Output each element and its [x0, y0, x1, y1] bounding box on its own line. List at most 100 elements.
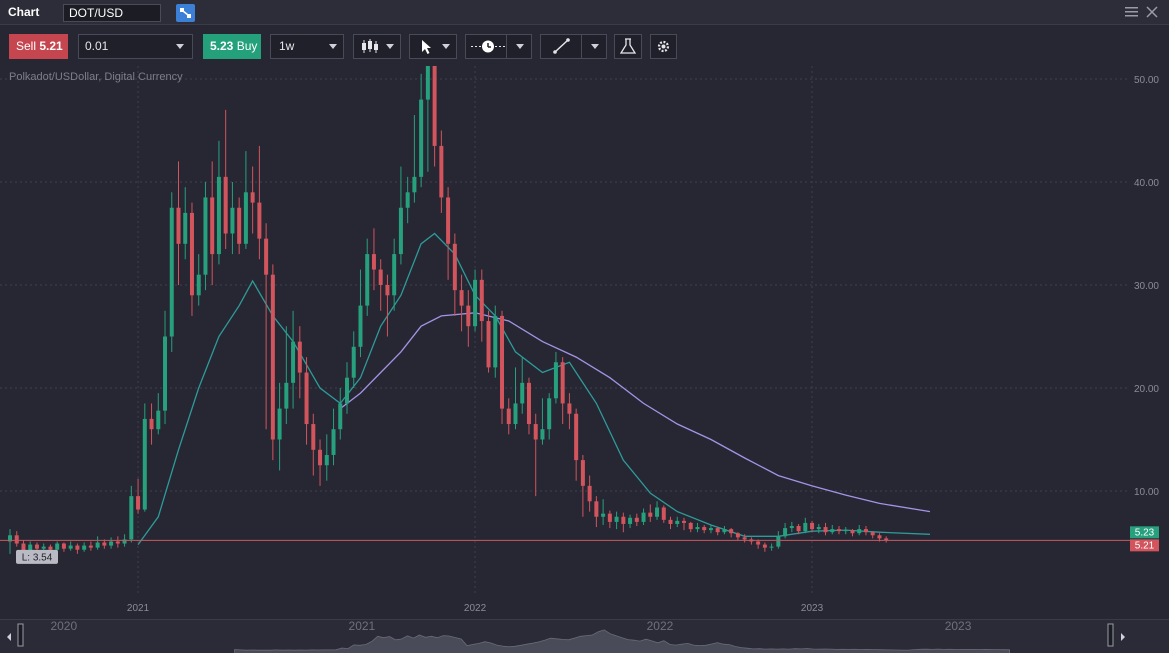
candle-body — [884, 538, 889, 541]
candle — [526, 377, 531, 435]
settings-button[interactable] — [650, 34, 677, 59]
candle-body — [810, 522, 815, 530]
clock-icon — [471, 40, 505, 53]
candle — [432, 42, 437, 167]
candle-body — [594, 501, 599, 517]
price-chart[interactable]: 10.00 20.00 30.00 40.00 50.00 2021 2022 2023 Po… — [0, 25, 1169, 619]
candle-body — [776, 536, 781, 547]
candle — [823, 522, 828, 536]
candle — [843, 527, 848, 535]
symbol-input[interactable] — [63, 4, 161, 22]
candle — [506, 398, 511, 435]
candle — [270, 264, 275, 461]
candle — [628, 514, 633, 529]
candle — [601, 499, 606, 525]
y-tick-label: 20.00 — [1134, 384, 1159, 395]
candle — [163, 310, 168, 425]
y-tick-label: 30.00 — [1134, 281, 1159, 292]
interval-select[interactable]: 1w — [270, 34, 344, 59]
candle-body — [446, 197, 451, 244]
candle — [681, 517, 686, 531]
candle-body — [55, 543, 60, 550]
candle — [405, 176, 410, 224]
candle — [358, 269, 363, 358]
time-tool-button[interactable] — [465, 34, 532, 59]
candle-body — [756, 541, 761, 545]
chart-type-button[interactable] — [353, 34, 401, 59]
candle-body — [641, 512, 646, 522]
candlestick-icon — [362, 39, 378, 53]
candle — [810, 520, 815, 533]
close-icon[interactable] — [1146, 6, 1158, 18]
x-tick-label: 2023 — [801, 603, 824, 614]
candle — [439, 130, 444, 213]
candle-body — [479, 279, 484, 322]
draw-tool-button[interactable] — [540, 34, 607, 59]
candle-body — [365, 254, 370, 306]
candle-body — [877, 535, 882, 539]
candle-body — [142, 418, 147, 510]
buy-button[interactable]: 5.23 Buy — [203, 34, 261, 59]
candle-body — [237, 207, 242, 244]
x-tick-label: 2022 — [464, 603, 487, 614]
quantity-value: 0.01 — [85, 39, 109, 53]
buy-price: 5.23 — [210, 39, 234, 53]
cursor-button[interactable] — [409, 34, 457, 59]
candle-body — [250, 192, 255, 203]
candle-body — [95, 542, 100, 548]
candle-body — [28, 544, 33, 551]
candle-body — [156, 410, 161, 430]
toolbar: Sell 5.21 0.01 5.23 Buy 1w — [0, 26, 1169, 66]
navigator-left-handle[interactable] — [17, 623, 24, 647]
candle — [540, 398, 545, 445]
navigator-chart[interactable]: 2020 2021 2022 2023 — [0, 619, 1169, 653]
candle — [223, 109, 228, 249]
navigator-tick-label: 2021 — [349, 620, 376, 633]
quantity-select[interactable]: 0.01 — [78, 34, 193, 59]
candle — [230, 182, 235, 255]
ask-label-bg — [1130, 539, 1159, 552]
scroll-right-icon[interactable] — [1121, 633, 1125, 641]
candle-body — [122, 539, 127, 544]
candle-body — [14, 535, 19, 544]
chart-area[interactable]: 10.00 20.00 30.00 40.00 50.00 2021 2022 2023 Po… — [0, 25, 1169, 619]
candle — [668, 516, 673, 530]
candle — [762, 542, 767, 552]
scroll-left-icon[interactable] — [7, 633, 11, 641]
candle — [75, 543, 80, 554]
candle-body — [216, 176, 221, 255]
menu-icon[interactable] — [1125, 6, 1138, 18]
candle-body — [547, 398, 552, 430]
candle — [708, 524, 713, 534]
candle-body — [405, 192, 410, 208]
candle-body — [708, 528, 713, 531]
candle-body — [607, 513, 612, 522]
flask-icon — [619, 38, 637, 54]
cursor-icon — [422, 40, 431, 54]
candle — [149, 403, 154, 445]
candle — [594, 496, 599, 528]
sell-button[interactable]: Sell 5.21 — [9, 34, 68, 59]
candle-body — [870, 532, 875, 536]
studies-button[interactable] — [614, 34, 642, 59]
candle-body — [513, 403, 518, 425]
candle-body — [742, 537, 747, 540]
candle-body — [176, 207, 181, 244]
candle — [702, 524, 707, 534]
candle-body — [823, 527, 828, 533]
sell-price: 5.21 — [39, 39, 63, 53]
candle — [641, 508, 646, 525]
link-button[interactable] — [176, 4, 195, 22]
candle-body — [634, 517, 639, 522]
candle-body — [311, 424, 316, 450]
candle — [176, 161, 181, 285]
candle-body — [419, 99, 424, 177]
candle — [735, 532, 740, 541]
navigator[interactable]: 2020 2021 2022 2023 — [0, 619, 1169, 653]
candle-body — [223, 176, 228, 234]
bid-price-label: 5.23 — [1135, 527, 1155, 538]
candle — [796, 523, 801, 535]
navigator-right-handle[interactable] — [1107, 623, 1114, 647]
candle-body — [803, 522, 808, 532]
chevron-down-icon — [329, 44, 337, 49]
